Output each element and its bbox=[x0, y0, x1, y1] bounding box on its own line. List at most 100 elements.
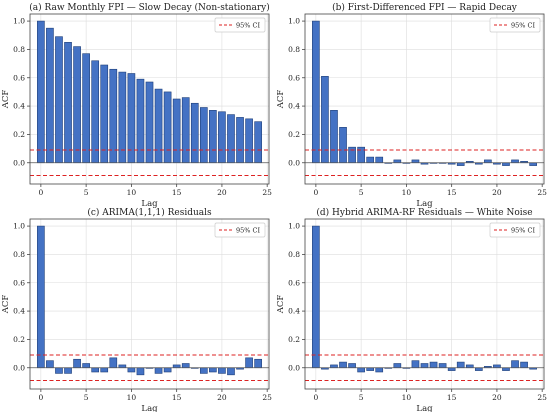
acf-bar bbox=[429, 361, 438, 369]
acf-bar bbox=[127, 367, 136, 373]
acf-bar bbox=[172, 364, 181, 369]
acf-bar bbox=[254, 121, 262, 164]
acf-bar bbox=[254, 358, 262, 369]
x-tick-label: 5 bbox=[359, 393, 364, 402]
plot-frame bbox=[29, 218, 270, 390]
x-tick-label: 15 bbox=[447, 393, 457, 402]
acf-bar bbox=[348, 363, 356, 369]
acf-bar bbox=[37, 225, 45, 369]
acf-bar bbox=[100, 367, 109, 373]
y-tick-label: 0.8 bbox=[13, 250, 25, 259]
acf-bar bbox=[357, 367, 365, 373]
acf-bar bbox=[127, 73, 136, 164]
legend-label: 95% CI bbox=[511, 226, 535, 234]
acf-bar bbox=[82, 363, 90, 369]
x-tick-label: 25 bbox=[537, 188, 547, 197]
x-tick-label: 0 bbox=[38, 393, 43, 402]
y-axis-label: ACF bbox=[276, 295, 286, 315]
legend-box bbox=[489, 222, 541, 238]
acf-bar bbox=[91, 60, 100, 164]
legend: 95% CI bbox=[489, 222, 541, 238]
acf-bar bbox=[190, 102, 199, 164]
acf-bar bbox=[393, 159, 402, 164]
y-tick-label: 1.0 bbox=[288, 222, 300, 231]
acf-bar bbox=[465, 364, 474, 369]
acf-bar bbox=[55, 367, 63, 374]
x-tick-label: 0 bbox=[38, 188, 43, 197]
acf-bar bbox=[73, 46, 81, 164]
legend: 95% CI bbox=[214, 222, 266, 238]
y-tick-label: 0.8 bbox=[13, 45, 25, 54]
x-axis-label: Lag bbox=[416, 199, 433, 209]
acf-bar bbox=[218, 367, 226, 374]
x-tick-label: 0 bbox=[313, 393, 318, 402]
acf-bar bbox=[529, 162, 537, 166]
y-tick-label: 0.4 bbox=[288, 102, 300, 111]
acf-bar bbox=[375, 156, 384, 164]
x-tick-label: 20 bbox=[217, 188, 227, 197]
y-tick-label: 0.6 bbox=[13, 278, 25, 287]
acf-bar bbox=[64, 367, 72, 374]
legend-label: 95% CI bbox=[236, 226, 260, 234]
legend: 95% CI bbox=[489, 17, 541, 33]
acf-bar bbox=[163, 91, 172, 164]
acf-bar bbox=[493, 364, 501, 369]
acf-bar bbox=[55, 36, 63, 164]
acf-bar bbox=[109, 357, 118, 369]
y-tick-label: 0.2 bbox=[13, 130, 25, 139]
acf-bar bbox=[209, 367, 217, 373]
legend: 95% CI bbox=[214, 17, 266, 33]
acf-bar bbox=[438, 363, 447, 369]
acf-bar bbox=[447, 367, 456, 371]
acf-bar bbox=[511, 159, 519, 164]
x-tick-label: 10 bbox=[402, 188, 412, 197]
plot-frame bbox=[304, 218, 545, 390]
x-tick-label: 20 bbox=[492, 393, 502, 402]
acf-bar bbox=[82, 53, 90, 164]
x-tick-label: 20 bbox=[492, 188, 502, 197]
acf-bar bbox=[456, 162, 465, 166]
y-tick-label: 0.6 bbox=[288, 73, 300, 82]
y-tick-label: 0.4 bbox=[13, 102, 25, 111]
acf-bar bbox=[366, 367, 375, 371]
y-tick-label: 1.0 bbox=[288, 17, 300, 26]
y-tick-label: 0.6 bbox=[288, 278, 300, 287]
y-tick-label: 0.0 bbox=[13, 158, 25, 167]
acf-bar bbox=[236, 117, 244, 164]
acf-bar bbox=[218, 111, 226, 164]
panel-title: (a) Raw Monthly FPI — Slow Decay (Non-st… bbox=[29, 2, 270, 13]
acf-bar bbox=[330, 110, 338, 164]
y-tick-label: 0.4 bbox=[13, 307, 25, 316]
y-tick-label: 1.0 bbox=[13, 17, 25, 26]
acf-panel-d: 0 5 10 15 20 25 0.0 0.2 0.4 0.6 0.8 1.0 (d) Hybrid A… bbox=[276, 207, 547, 412]
y-tick-label: 0.0 bbox=[288, 158, 300, 167]
y-axis-label: ACF bbox=[1, 90, 11, 110]
x-tick-label: 20 bbox=[217, 393, 227, 402]
y-axis-label: ACF bbox=[276, 90, 286, 110]
x-tick-label: 15 bbox=[447, 188, 457, 197]
x-tick-label: 10 bbox=[127, 393, 137, 402]
legend-box bbox=[214, 222, 266, 238]
x-tick-label: 5 bbox=[84, 393, 89, 402]
acf-bar bbox=[411, 159, 420, 164]
acf-bar bbox=[339, 361, 347, 369]
acf-bar bbox=[393, 363, 402, 369]
y-tick-label: 0.2 bbox=[288, 130, 300, 139]
acf-bar bbox=[136, 367, 145, 376]
acf-bar bbox=[199, 367, 208, 374]
panel-title: (b) First-Differenced FPI — Rapid Decay bbox=[332, 2, 518, 13]
acf-bar bbox=[37, 20, 45, 164]
y-tick-label: 0.8 bbox=[288, 45, 300, 54]
y-axis-label: ACF bbox=[1, 295, 11, 315]
acf-panel-c: 0 5 10 15 20 25 0.0 0.2 0.4 0.6 0.8 1.0 (c) ARIMA(1,… bbox=[1, 207, 272, 412]
acf-bar bbox=[154, 367, 163, 374]
acf-bar bbox=[91, 367, 100, 373]
y-tick-label: 0.4 bbox=[288, 307, 300, 316]
x-axis-label: Lag bbox=[141, 199, 158, 209]
acf-bar bbox=[181, 97, 190, 164]
acf-bar bbox=[502, 162, 510, 166]
acf-bar bbox=[46, 360, 54, 369]
acf-bar bbox=[118, 71, 127, 164]
acf-bar bbox=[420, 363, 429, 369]
